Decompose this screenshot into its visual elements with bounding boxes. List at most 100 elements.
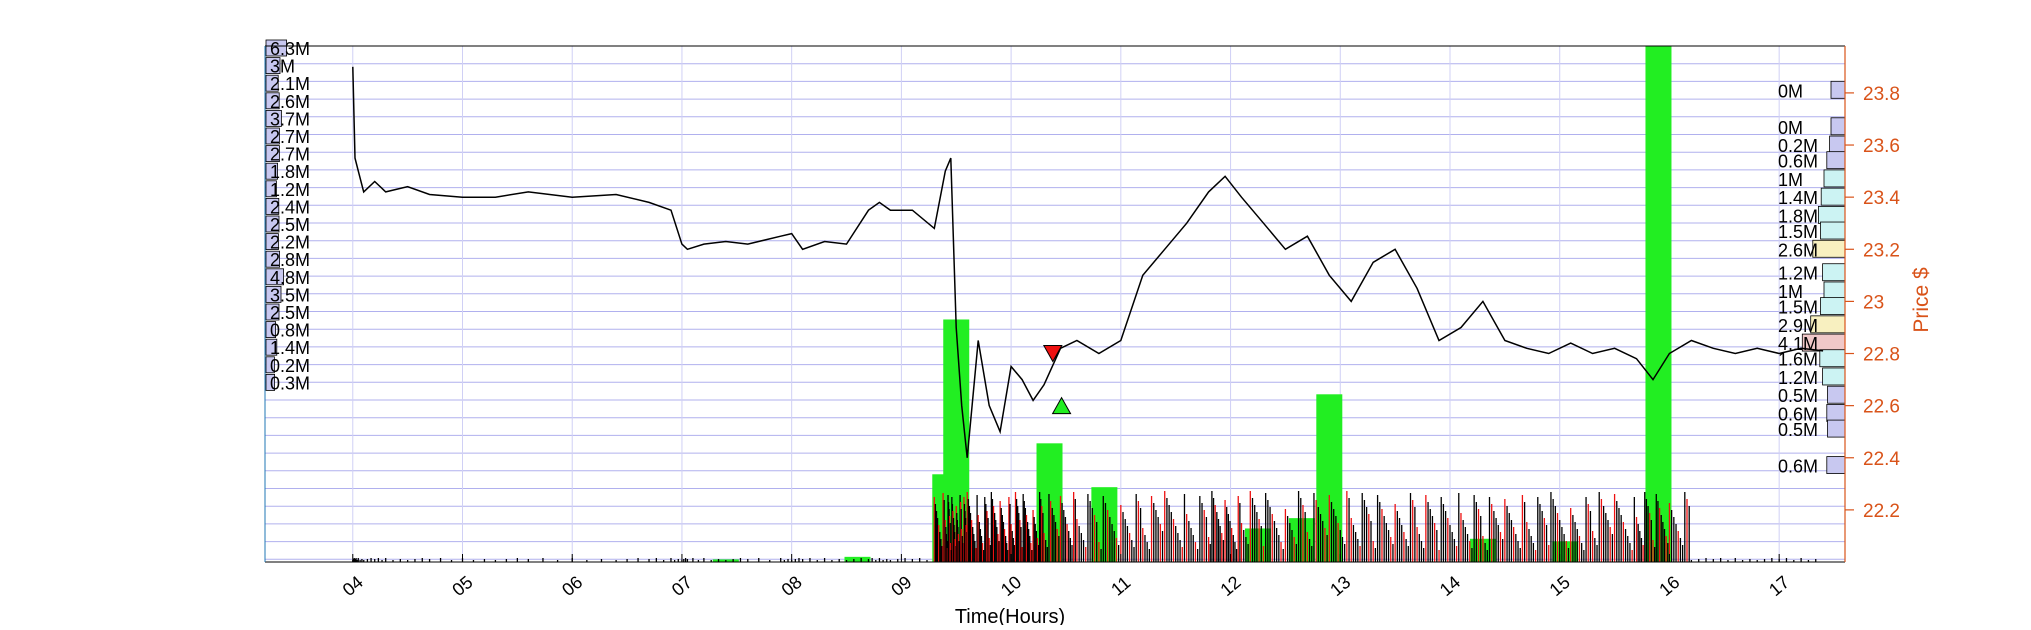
left-profile-label: 2.5M <box>270 303 310 323</box>
right-profile-bar <box>1820 297 1846 316</box>
x-tick-label: 06 <box>558 572 586 600</box>
right-profile-bar <box>1827 385 1846 404</box>
buy-signal-marker <box>1051 396 1072 415</box>
left-profile-label: 2.7M <box>270 127 310 147</box>
left-profile-bar <box>265 180 277 198</box>
price-line <box>352 66 1824 458</box>
left-profile-label: 4.8M <box>270 268 310 288</box>
y-tick-label: 23.8 <box>1863 84 1900 105</box>
y-tick-label: 22.6 <box>1863 397 1900 418</box>
right-profile-label: 1.5M <box>1778 298 1818 318</box>
x-tick-label: 05 <box>448 572 476 600</box>
right-volume-profile: 0M0M0.2M0.6M1M1.4M1.8M1.5M2.6M1.2M1M1.5M… <box>1778 80 1846 477</box>
left-profile-bar <box>265 92 280 110</box>
right-profile-bar <box>1819 349 1846 368</box>
right-profile-label: 0.5M <box>1778 420 1818 440</box>
y-tick-label: 23.2 <box>1863 240 1900 261</box>
left-profile-bar <box>265 303 280 321</box>
right-profile-label: 2.6M <box>1778 240 1818 260</box>
signals-layer <box>1042 345 1072 415</box>
right-profile-bar <box>1822 367 1846 386</box>
left-profile-bar <box>265 285 282 303</box>
right-profile-bar <box>1826 404 1846 422</box>
left-profile-label: 2.2M <box>270 233 310 253</box>
right-profile-bar <box>1820 187 1846 206</box>
y-tick-label: 22.8 <box>1863 345 1900 366</box>
right-profile-label: 1.6M <box>1778 350 1818 370</box>
left-profile-label: 1.4M <box>270 338 310 358</box>
x-tick-label: 16 <box>1655 572 1683 600</box>
right-profile-bar <box>1827 419 1846 438</box>
right-profile-bar <box>1829 135 1846 154</box>
left-profile-label: 2.4M <box>270 197 310 217</box>
left-profile-bar <box>265 197 280 215</box>
right-profile-label: 1.2M <box>1778 264 1818 284</box>
left-profile-label: 1.2M <box>270 180 310 200</box>
right-profile-label: 0M <box>1778 118 1803 138</box>
y-tick-label: 22.4 <box>1863 449 1900 470</box>
right-profile-label: 1M <box>1778 282 1803 302</box>
left-profile-label: 2.5M <box>270 215 310 235</box>
left-profile-label: 2.6M <box>270 92 310 112</box>
left-profile-label: 0.2M <box>270 356 310 376</box>
left-profile-bar <box>265 162 279 180</box>
left-volume-profile: 6.3M3M2.1M2.6M3.7M2.7M2.7M1.8M1.2M2.4M2.… <box>265 39 310 393</box>
right-profile-label: 0.5M <box>1778 386 1818 406</box>
x-tick-label: 07 <box>668 572 696 600</box>
right-profile-label: 1.5M <box>1778 222 1818 242</box>
buy-volume-bar <box>844 556 871 562</box>
x-tick-label: 17 <box>1765 572 1793 600</box>
x-tick-label: 11 <box>1107 572 1134 599</box>
x-tick-label: 13 <box>1326 572 1354 600</box>
left-profile-bar <box>265 373 276 391</box>
right-profile-bar <box>1820 221 1846 240</box>
left-profile-label: 3.5M <box>270 285 310 305</box>
right-profile-label: 2.9M <box>1778 316 1818 336</box>
x-tick-label: 04 <box>339 572 367 600</box>
left-profile-label: 3M <box>270 57 295 77</box>
left-profile-label: 3.7M <box>270 109 310 129</box>
y-tick-label: 22.2 <box>1863 501 1900 522</box>
left-profile-bar <box>265 110 282 127</box>
axes-layer: 04 05 06 07 08 09 10 11 12 13 14 15 16 17 22.2 22.4 22.6… <box>264 45 1900 600</box>
left-profile-bar <box>265 356 275 374</box>
x-tick-label: 12 <box>1216 572 1244 600</box>
buy-volume-bar <box>1552 541 1579 562</box>
left-profile-label: 2.8M <box>270 250 310 270</box>
right-profile-label: 0.6M <box>1778 457 1818 477</box>
right-profile-label: 0M <box>1778 81 1803 101</box>
x-tick-label: 15 <box>1546 572 1574 600</box>
buy-volume-bar <box>1288 518 1315 562</box>
right-profile-bar <box>1830 80 1846 99</box>
left-profile-bar <box>265 321 277 339</box>
right-profile-bar <box>1818 205 1846 224</box>
left-profile-bar <box>265 57 281 74</box>
right-profile-label: 1.8M <box>1778 206 1818 226</box>
x-tick-label: 10 <box>997 572 1025 600</box>
right-profile-bar <box>1822 263 1846 282</box>
left-profile-bar <box>265 215 280 233</box>
left-profile-label: 2.7M <box>270 145 310 165</box>
right-profile-label: 0.6M <box>1778 404 1818 424</box>
right-profile-label: 0.2M <box>1778 136 1818 156</box>
right-profile-bar <box>1823 281 1846 300</box>
left-profile-label: 6.3M <box>270 39 310 59</box>
left-profile-label: 2.1M <box>270 74 310 94</box>
left-profile-bar <box>265 338 278 356</box>
x-tick-label: 14 <box>1436 572 1464 600</box>
right-profile-bar <box>1826 151 1846 170</box>
y-tick-label: 23.4 <box>1863 188 1900 209</box>
x-axis-label: Time(Hours) <box>955 606 1065 625</box>
right-profile-bar <box>1830 117 1846 136</box>
left-profile-bar <box>265 145 280 163</box>
price-line-layer <box>352 66 1824 458</box>
sell-signal-marker <box>1042 345 1063 363</box>
left-profile-bar <box>265 74 279 92</box>
right-profile-label: 1.4M <box>1778 188 1818 208</box>
y-tick-label: 23.6 <box>1863 136 1900 157</box>
right-profile-label: 0.6M <box>1778 152 1818 172</box>
left-profile-bar <box>265 233 279 251</box>
left-profile-bar <box>265 127 280 145</box>
